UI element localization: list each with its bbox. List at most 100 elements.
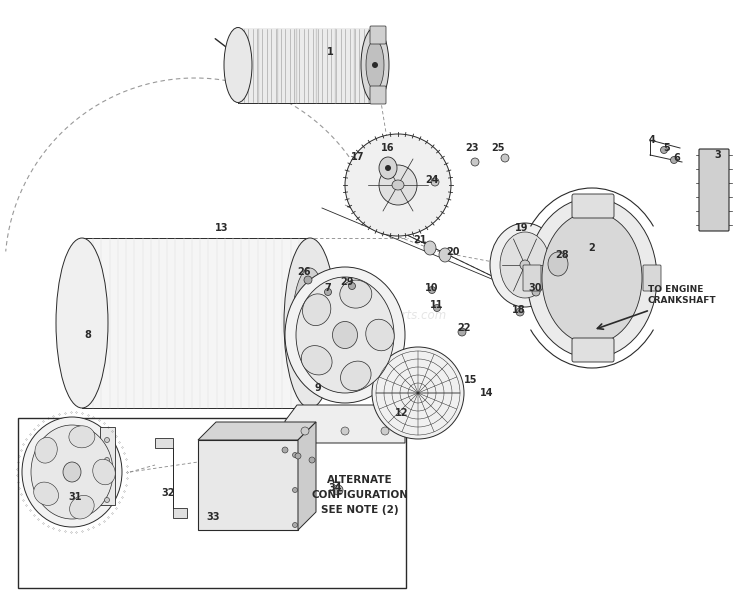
- Ellipse shape: [548, 252, 568, 276]
- Text: 10: 10: [425, 283, 439, 293]
- Polygon shape: [285, 405, 405, 443]
- Ellipse shape: [22, 417, 122, 527]
- Ellipse shape: [361, 28, 389, 103]
- Ellipse shape: [340, 280, 372, 308]
- Circle shape: [501, 154, 509, 162]
- Circle shape: [670, 157, 677, 163]
- Text: ALTERNATE
CONFIGURATION
SEE NOTE (2): ALTERNATE CONFIGURATION SEE NOTE (2): [311, 475, 409, 515]
- Text: 31: 31: [68, 492, 82, 502]
- Text: 26: 26: [297, 267, 310, 277]
- Ellipse shape: [392, 180, 404, 190]
- Circle shape: [333, 485, 343, 495]
- Text: 28: 28: [555, 250, 568, 260]
- Text: 1: 1: [327, 47, 333, 57]
- Ellipse shape: [345, 134, 451, 236]
- Ellipse shape: [372, 347, 464, 439]
- Text: 29: 29: [340, 277, 354, 287]
- Ellipse shape: [31, 425, 113, 519]
- Circle shape: [431, 178, 439, 186]
- Ellipse shape: [332, 322, 358, 349]
- Polygon shape: [198, 422, 316, 440]
- Ellipse shape: [439, 248, 451, 262]
- Ellipse shape: [285, 267, 405, 403]
- Text: 23: 23: [465, 143, 478, 153]
- Text: 32: 32: [161, 488, 175, 498]
- Ellipse shape: [379, 165, 417, 205]
- Text: 22: 22: [458, 323, 471, 333]
- Text: 24: 24: [425, 175, 439, 185]
- Circle shape: [309, 457, 315, 463]
- Circle shape: [341, 427, 349, 435]
- FancyBboxPatch shape: [572, 338, 614, 362]
- Text: 21: 21: [413, 235, 427, 245]
- Polygon shape: [82, 238, 310, 408]
- Ellipse shape: [424, 241, 436, 255]
- Polygon shape: [298, 422, 316, 530]
- Text: 3: 3: [715, 150, 722, 160]
- Text: 2: 2: [589, 243, 596, 253]
- Text: 5: 5: [664, 143, 670, 153]
- Polygon shape: [238, 28, 375, 103]
- Text: 11: 11: [430, 300, 444, 310]
- Circle shape: [385, 165, 391, 171]
- Ellipse shape: [35, 437, 57, 463]
- Text: 18: 18: [512, 305, 526, 315]
- FancyBboxPatch shape: [100, 427, 115, 505]
- Ellipse shape: [292, 268, 328, 378]
- Ellipse shape: [34, 482, 58, 505]
- Circle shape: [292, 487, 298, 493]
- Circle shape: [428, 286, 436, 293]
- Circle shape: [104, 478, 110, 482]
- Ellipse shape: [302, 346, 332, 375]
- Ellipse shape: [296, 277, 394, 393]
- Circle shape: [381, 427, 389, 435]
- Text: 9: 9: [315, 383, 321, 393]
- Text: 20: 20: [446, 247, 460, 257]
- Ellipse shape: [63, 462, 81, 482]
- Ellipse shape: [500, 232, 550, 298]
- Text: 4: 4: [649, 135, 656, 145]
- Polygon shape: [155, 438, 187, 518]
- Circle shape: [301, 427, 309, 435]
- Ellipse shape: [69, 426, 95, 448]
- Ellipse shape: [527, 198, 657, 358]
- Circle shape: [104, 497, 110, 503]
- Bar: [198, 440, 298, 530]
- Circle shape: [349, 283, 355, 289]
- Circle shape: [471, 158, 479, 166]
- Circle shape: [516, 308, 524, 316]
- Circle shape: [433, 304, 440, 311]
- FancyBboxPatch shape: [370, 26, 386, 44]
- Ellipse shape: [366, 40, 384, 90]
- Ellipse shape: [542, 212, 642, 344]
- Text: 14: 14: [480, 388, 494, 398]
- Text: 13: 13: [215, 223, 229, 233]
- Circle shape: [295, 453, 301, 459]
- Ellipse shape: [93, 459, 116, 485]
- FancyBboxPatch shape: [699, 149, 729, 231]
- Text: 17: 17: [351, 152, 364, 162]
- Text: 8: 8: [85, 330, 92, 340]
- Circle shape: [372, 62, 378, 68]
- Circle shape: [104, 457, 110, 463]
- Ellipse shape: [340, 361, 371, 391]
- Text: 15: 15: [464, 375, 478, 385]
- Text: TO ENGINE
CRANKSHAFT: TO ENGINE CRANKSHAFT: [648, 286, 717, 305]
- Text: eReplacementParts.com: eReplacementParts.com: [303, 308, 447, 322]
- FancyBboxPatch shape: [572, 194, 614, 218]
- Ellipse shape: [302, 294, 331, 326]
- Text: 25: 25: [491, 143, 505, 153]
- FancyBboxPatch shape: [370, 86, 386, 104]
- Ellipse shape: [56, 238, 108, 408]
- FancyBboxPatch shape: [523, 265, 541, 291]
- Bar: [18, 418, 406, 588]
- Ellipse shape: [284, 238, 336, 408]
- Text: 19: 19: [515, 223, 529, 233]
- Text: 12: 12: [395, 408, 409, 418]
- Text: 30: 30: [528, 283, 542, 293]
- Ellipse shape: [70, 496, 94, 519]
- Circle shape: [532, 288, 540, 296]
- Text: 7: 7: [325, 283, 332, 293]
- Ellipse shape: [366, 319, 394, 351]
- Text: 6: 6: [674, 153, 680, 163]
